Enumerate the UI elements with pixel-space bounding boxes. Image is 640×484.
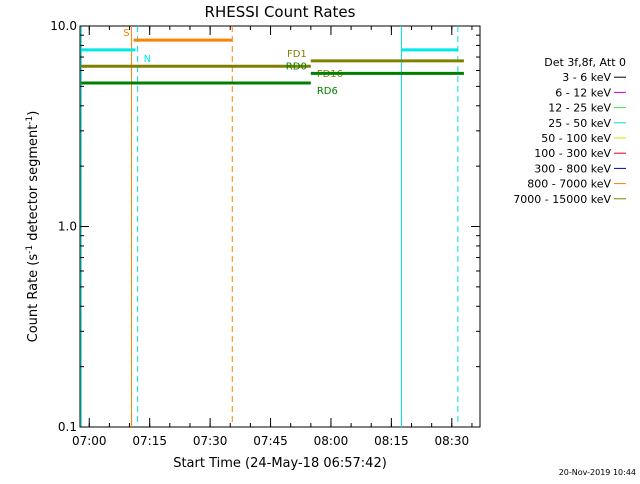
segment-label: RD6	[317, 86, 338, 97]
x-tick-label: 07:00	[72, 434, 107, 448]
segment-label: RD0	[286, 61, 307, 72]
data-series: NSFD1FD16RD0RD6	[81, 28, 464, 97]
timestamp: 20-Nov-2019 10:44	[559, 468, 636, 477]
legend-label: 800 - 7000 keV	[527, 178, 611, 191]
legend: Det 3f,8f, Att 0 3 - 6 keV 6 - 12 keV 12 - …	[513, 56, 626, 206]
x-tick-label: 07:30	[193, 434, 228, 448]
x-tick-label: 07:15	[132, 434, 167, 448]
x-axis-label: Start Time (24-May-18 06:57:42)	[173, 456, 387, 471]
legend-label: 300 - 800 keV	[534, 162, 611, 175]
legend-label: 7000 - 15000 keV	[513, 193, 611, 206]
marker-lines	[80, 26, 459, 427]
segment-label: N	[144, 54, 151, 65]
y-tick-label: 0.1	[58, 420, 77, 434]
legend-label: 12 - 25 keV	[548, 102, 611, 115]
legend-header: Det 3f,8f, Att 0	[544, 56, 626, 69]
x-axis: 07:00 07:15 07:30 07:45 08:00 08:15 08:30	[72, 26, 473, 448]
x-tick-label: 08:15	[374, 434, 409, 448]
x-tick-label: 08:30	[435, 434, 470, 448]
chart-title: RHESSI Count Rates	[205, 3, 356, 21]
y-tick-label: 10.0	[50, 19, 77, 33]
segment-label: S	[123, 28, 129, 39]
y-axis-label: Count Rate (s-1 detector segment-1)	[25, 111, 41, 343]
x-tick-label: 07:45	[253, 434, 288, 448]
legend-label: 25 - 50 keV	[548, 117, 611, 130]
legend-label: 6 - 12 keV	[555, 86, 611, 99]
y-tick-label: 1.0	[58, 220, 77, 234]
legend-label: 3 - 6 keV	[562, 71, 611, 84]
legend-label: 50 - 100 keV	[541, 132, 611, 145]
segment-label: FD1	[287, 49, 307, 60]
x-tick-label: 08:00	[314, 434, 349, 448]
legend-label: 100 - 300 keV	[534, 147, 611, 160]
y-axis: 0.1 1.0 10.0	[50, 19, 480, 434]
plot-frame	[79, 25, 481, 428]
